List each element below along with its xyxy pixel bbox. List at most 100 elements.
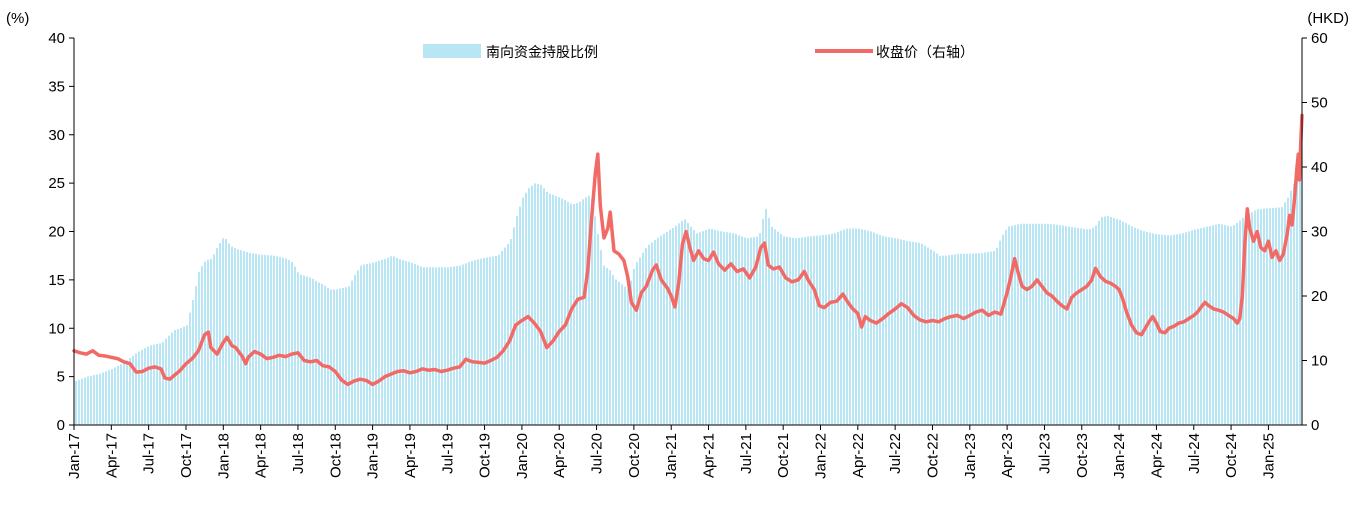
bar [480, 258, 482, 425]
bar [96, 374, 98, 425]
bar [444, 267, 446, 425]
bar [792, 237, 794, 425]
bar [1164, 234, 1166, 425]
x-tick-label: Apr-24 [1148, 433, 1165, 478]
bar [1233, 225, 1235, 425]
bar [1074, 227, 1076, 425]
bar [1215, 224, 1217, 425]
bar [252, 253, 254, 425]
bar [1035, 223, 1037, 425]
bar [969, 253, 971, 425]
bar [1260, 208, 1262, 425]
bar [567, 201, 569, 425]
bar [1281, 207, 1283, 425]
bar [1257, 209, 1259, 425]
bar [174, 330, 176, 425]
bar [129, 358, 131, 425]
bar [387, 257, 389, 425]
bar [441, 267, 443, 425]
bar [1176, 234, 1178, 425]
bar [138, 351, 140, 425]
bar [1116, 218, 1118, 425]
bar [729, 232, 731, 425]
bar [435, 267, 437, 425]
bar [843, 229, 845, 425]
bar [990, 251, 992, 425]
bar [153, 344, 155, 425]
bar [147, 346, 149, 425]
bar [585, 197, 587, 425]
bar [468, 262, 470, 425]
bar [1200, 228, 1202, 425]
bar [348, 286, 350, 425]
bar [222, 238, 224, 425]
right-tick-label: 60 [1311, 30, 1328, 47]
bar [951, 254, 953, 425]
bar [1044, 223, 1046, 425]
bar [1026, 223, 1028, 425]
right-tick-label: 50 [1311, 95, 1328, 112]
bar [489, 256, 491, 425]
bar [339, 288, 341, 425]
bar [702, 231, 704, 425]
bar [132, 355, 134, 425]
bar [108, 370, 110, 425]
bar [297, 272, 299, 425]
right-tick-label: 10 [1311, 353, 1328, 370]
bar [324, 285, 326, 425]
bar [120, 364, 122, 425]
bar [597, 233, 599, 425]
bar [735, 234, 737, 425]
bar [258, 254, 260, 425]
bar [1062, 225, 1064, 425]
bar [549, 193, 551, 425]
x-tick-label: Jan-22 [813, 433, 830, 479]
bar [891, 237, 893, 425]
price-line [72, 113, 1304, 387]
bar [759, 233, 761, 425]
bar [948, 255, 950, 425]
bar [384, 258, 386, 425]
bar [1179, 233, 1181, 425]
bar [813, 235, 815, 425]
left-tick-label: 40 [48, 30, 65, 47]
bar [897, 238, 899, 425]
bar [906, 240, 908, 425]
bar [720, 231, 722, 425]
bar [1113, 217, 1115, 425]
x-tick-label: Jan-18 [215, 433, 232, 479]
bar [972, 253, 974, 425]
x-tick-label: Oct-24 [1223, 433, 1240, 478]
bar [576, 203, 578, 425]
bar [411, 262, 413, 425]
bar [966, 253, 968, 425]
bar [99, 373, 101, 425]
bar [1038, 223, 1040, 425]
bar [114, 367, 116, 425]
bar [237, 249, 239, 425]
bar [525, 192, 527, 425]
bar [486, 257, 488, 425]
line-series [72, 113, 1304, 387]
bar [684, 219, 686, 425]
bar [1020, 223, 1022, 425]
bar [927, 247, 929, 425]
bar [726, 232, 728, 425]
bar [921, 243, 923, 425]
bar [1275, 207, 1277, 425]
bar [327, 287, 329, 425]
bar [291, 262, 293, 425]
bar [492, 256, 494, 425]
bar [648, 244, 650, 425]
bar [213, 254, 215, 425]
bar [1293, 183, 1295, 425]
bar [402, 259, 404, 425]
left-tick-label: 0 [57, 417, 65, 434]
bar [993, 251, 995, 425]
bar [594, 216, 596, 425]
right-tick-label: 20 [1311, 288, 1328, 305]
bar [1065, 225, 1067, 425]
bar [546, 191, 548, 425]
bar [1272, 208, 1274, 425]
bar [417, 265, 419, 425]
